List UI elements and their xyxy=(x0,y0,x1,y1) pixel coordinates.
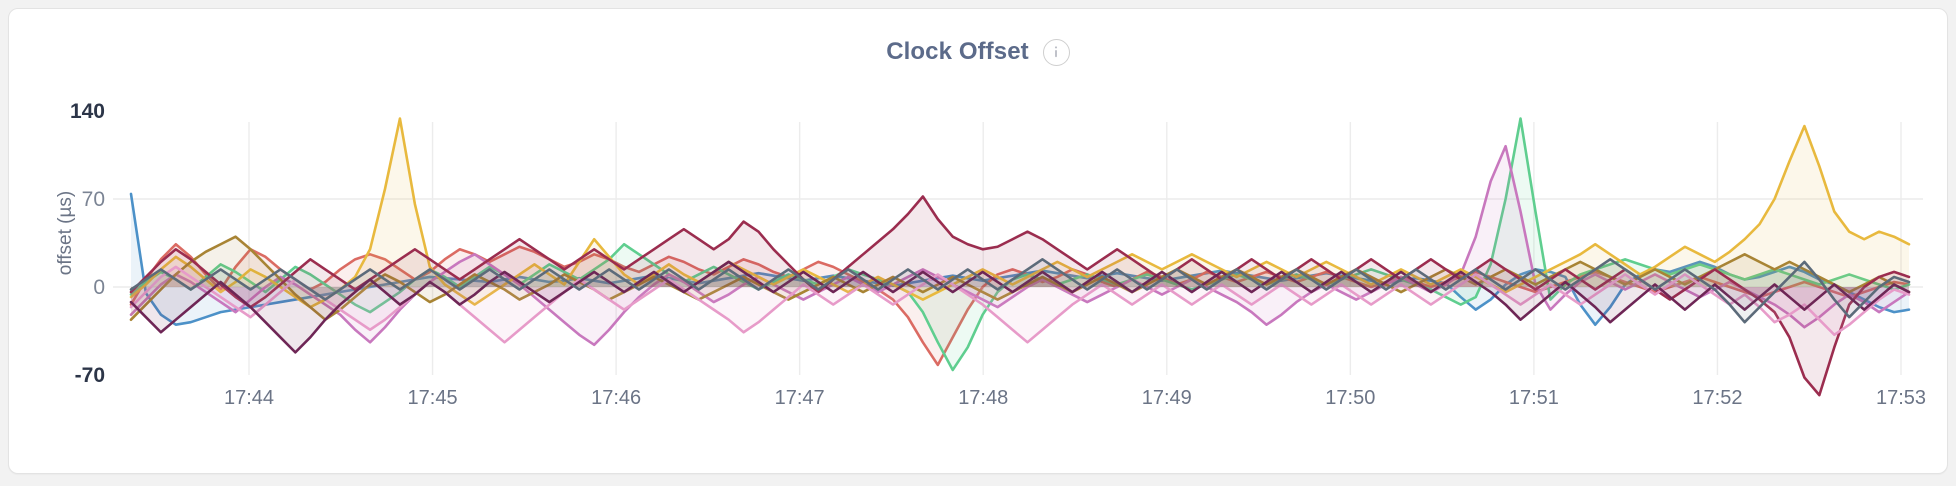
y-tick-label: 0 xyxy=(93,276,105,299)
card-header: Clock Offset xyxy=(9,31,1947,73)
x-tick-label: 17:48 xyxy=(958,387,1008,409)
x-tick-label: 17:53 xyxy=(1876,387,1926,409)
chart-plot-area: -70 0 70 140 offset (µs) 17:44 17:45 17:46 17:47… xyxy=(9,9,1949,475)
x-tick-label: 17:45 xyxy=(408,387,458,409)
series-line-node-9[interactable] xyxy=(129,260,1911,354)
gridlines xyxy=(113,122,1923,375)
y-axis-title: offset (µs) xyxy=(55,191,76,276)
y-tick-label: 140 xyxy=(70,100,105,123)
y-tick-label: 70 xyxy=(82,188,105,211)
clock-offset-card: Clock Offset -70 0 70 140 offset (µs) 17:44 17… xyxy=(8,8,1948,474)
x-axis: 17:44 17:45 17:46 17:47 17:48 17:49 17:50 17:51… xyxy=(224,387,1926,409)
page-title: Clock Offset xyxy=(886,38,1029,65)
x-tick-label: 17:50 xyxy=(1325,387,1375,409)
series-line-node-10[interactable] xyxy=(129,258,1911,324)
x-tick-label: 17:49 xyxy=(1142,387,1192,409)
series-area-node-4 xyxy=(131,146,1909,345)
y-tick-label: -70 xyxy=(75,364,105,387)
y-axis: -70 0 70 140 offset (µs) xyxy=(55,100,105,387)
series-group xyxy=(129,117,1911,397)
x-tick-label: 17:47 xyxy=(775,387,825,409)
x-tick-label: 17:51 xyxy=(1509,387,1559,409)
series-area-node-2 xyxy=(131,244,1909,365)
x-tick-label: 17:44 xyxy=(224,387,274,409)
clock-offset-line-chart: -70 0 70 140 offset (µs) 17:44 17:45 17:46 17:47… xyxy=(55,100,1926,409)
x-tick-label: 17:46 xyxy=(591,387,641,409)
series-line-node-7[interactable] xyxy=(129,195,1911,397)
series-area-node-1 xyxy=(131,193,1909,325)
x-tick-label: 17:52 xyxy=(1692,387,1742,409)
info-circle-icon[interactable] xyxy=(1042,38,1070,66)
